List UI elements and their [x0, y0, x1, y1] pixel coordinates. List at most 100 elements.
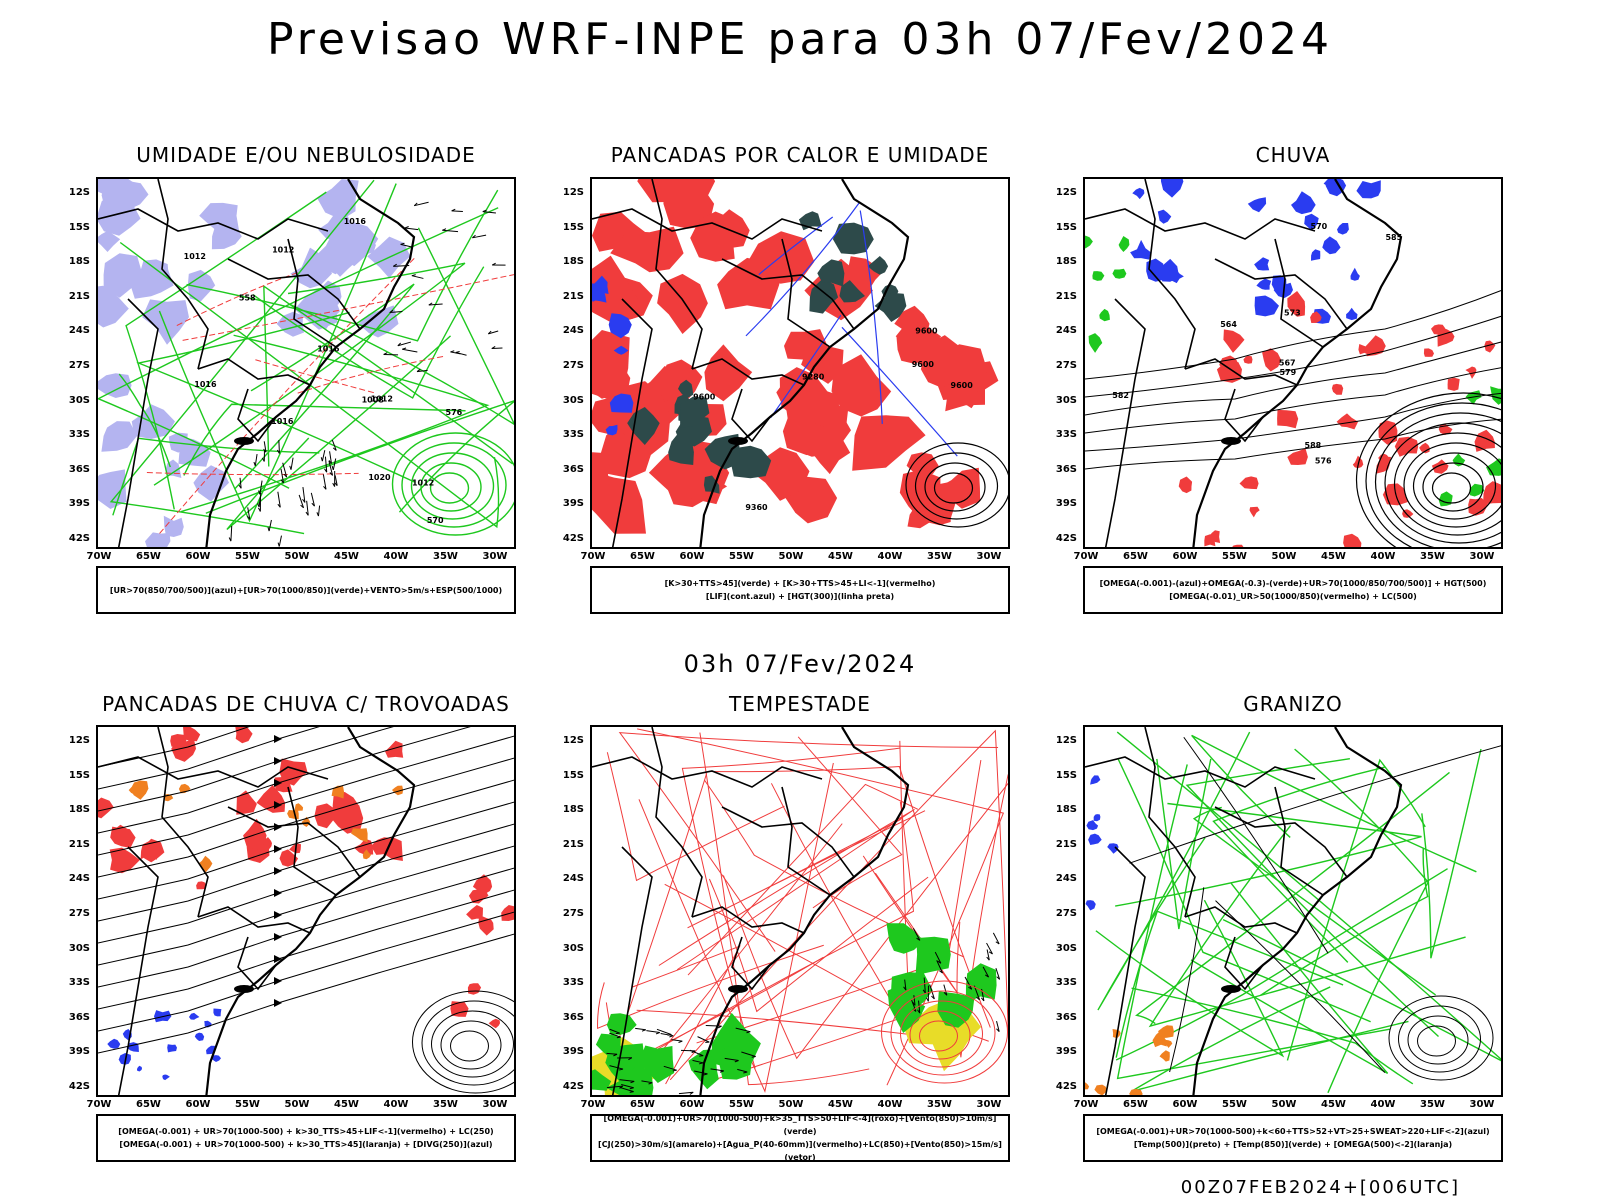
longitude-tick-label: 70W: [1073, 1099, 1099, 1110]
lif-blue-contour: [859, 210, 883, 424]
lc850-contour: [909, 1010, 971, 1060]
latitude-tick-label: 12S: [68, 187, 90, 198]
wind-vector: [689, 1049, 704, 1057]
longitude-tick-label: 40W: [383, 1099, 409, 1110]
humidity-blue-area: [358, 305, 399, 338]
longitude-tick-label: 45W: [334, 1099, 359, 1110]
page-title: Previsao WRF-INPE para 03h 07/Fev/2024: [267, 14, 1333, 65]
longitude-tick-label: 50W: [284, 551, 310, 562]
hgt300-contour: [914, 452, 999, 520]
longitude-tick-label: 60W: [1172, 551, 1198, 562]
political-border: [1274, 238, 1324, 348]
longitude-tick-label: 55W: [1222, 551, 1247, 562]
hgt500-contour: [1384, 422, 1501, 544]
storm-orange-area: [294, 803, 304, 812]
omega500-orange-area: [1152, 1030, 1167, 1048]
temp850-green-contour: [1115, 802, 1422, 907]
latitude-tick-label: 24S: [1055, 873, 1077, 885]
wind-arrow: [238, 477, 242, 489]
wind-vector: [995, 968, 1001, 980]
convection-red-area: [852, 415, 926, 471]
lif-blue-area: [593, 289, 607, 303]
wind-vector: [903, 979, 907, 991]
wind-vector: [710, 1068, 724, 1073]
wind-arrow: [328, 460, 334, 476]
rain-red-area: [1331, 383, 1344, 395]
longitude-tick-label: 70W: [580, 1099, 606, 1110]
contour-label: 558: [239, 293, 256, 302]
longitude-tick-label: 50W: [1271, 551, 1297, 562]
coastline: [699, 727, 910, 1095]
longitude-tick-label: 60W: [185, 1099, 211, 1110]
omega-blue-area: [1271, 275, 1287, 291]
convection-green-area: [817, 259, 845, 287]
wind-arrow: [258, 480, 263, 495]
coastline: [1192, 727, 1403, 1095]
thickness-red-contour: [182, 274, 514, 341]
hgt500-contour: [1085, 418, 1501, 470]
storm-red-area: [385, 740, 404, 758]
temp500-black-contour: [1407, 1015, 1469, 1065]
streamline-arrowhead: [274, 955, 282, 963]
legend-box: [OMEGA(-0.001)+UR>70(1000-500)+k>35_TTS>…: [590, 1114, 1010, 1162]
streamline-vortex: [450, 1030, 489, 1062]
wind-arrow: [324, 456, 328, 473]
plata-estuary: [1221, 437, 1241, 445]
political-border: [592, 208, 823, 240]
omega-blue-area: [1304, 213, 1319, 231]
storm-red-area: [235, 727, 253, 744]
contour-label: 1012: [412, 479, 434, 488]
wind-arrow: [276, 439, 280, 454]
contour-label: 9600: [915, 326, 938, 335]
storm-orange-area: [301, 816, 311, 827]
political-border: [98, 208, 329, 240]
omega-blue-area: [1161, 258, 1179, 282]
divergence-blue-area: [137, 1065, 142, 1072]
latitude-tick-label: 24S: [1055, 325, 1077, 337]
lc850-contour: [881, 980, 1008, 1084]
contour-label: 1012: [272, 245, 294, 254]
rain-red-area: [1287, 448, 1308, 465]
humidity-green-contour: [234, 283, 415, 490]
hgt500-contour: [1365, 402, 1501, 547]
convection-green-area: [839, 280, 865, 303]
omega-blue-area: [1132, 187, 1145, 200]
hail-blue-area: [1107, 843, 1119, 854]
longitude-tick-label: 55W: [235, 1099, 260, 1110]
latitude-tick-label: 33S: [562, 429, 584, 441]
contour-label: 564: [1220, 320, 1237, 329]
streamline-vortex: [440, 1020, 502, 1070]
storm-orange-area: [198, 855, 213, 873]
wind-vector: [973, 985, 980, 1001]
temp850-green-contour: [1192, 806, 1437, 996]
political-border: [781, 786, 831, 896]
wind-vector: [724, 1057, 739, 1063]
rain-red-area: [1365, 335, 1386, 357]
wind-arrow: [282, 462, 288, 478]
convection-red-area: [592, 471, 646, 534]
rain-red-area: [1447, 377, 1460, 391]
lif-blue-contour: [758, 216, 834, 276]
humidity-blue-area: [187, 269, 216, 302]
storm-red-area: [314, 803, 338, 829]
legend-line: [UR>70(850/700/500)](azul)+[UR>70(1000/8…: [109, 585, 503, 595]
wind-vector: [705, 1025, 722, 1029]
streamline-arrowhead: [274, 779, 282, 787]
latitude-tick-label: 30S: [1055, 394, 1077, 406]
political-border: [1085, 208, 1316, 240]
streamline: [98, 727, 250, 768]
humidity-blue-area: [98, 230, 121, 252]
longitude-tick-label: 35W: [927, 1099, 952, 1110]
hail-blue-area: [1090, 775, 1101, 785]
latitude-tick-label: 36S: [68, 463, 90, 475]
humidity-blue-area: [199, 202, 240, 237]
contour-label: 576: [446, 408, 463, 417]
hgt500-contour: [1085, 392, 1501, 452]
latitude-tick-label: 21S: [1055, 290, 1077, 302]
wind-arrow: [442, 228, 459, 233]
longitude-tick-label: 35W: [1420, 551, 1445, 562]
longitude-tick-label: 45W: [828, 1099, 853, 1110]
latitude-tick-label: 30S: [68, 394, 90, 406]
storm-orange-area: [362, 849, 372, 860]
omega-green-area: [1486, 458, 1501, 476]
